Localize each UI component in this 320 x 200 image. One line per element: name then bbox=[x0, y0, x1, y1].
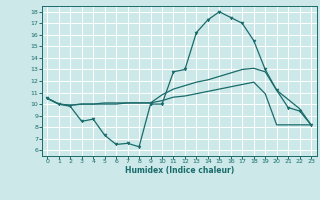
X-axis label: Humidex (Indice chaleur): Humidex (Indice chaleur) bbox=[124, 166, 234, 175]
